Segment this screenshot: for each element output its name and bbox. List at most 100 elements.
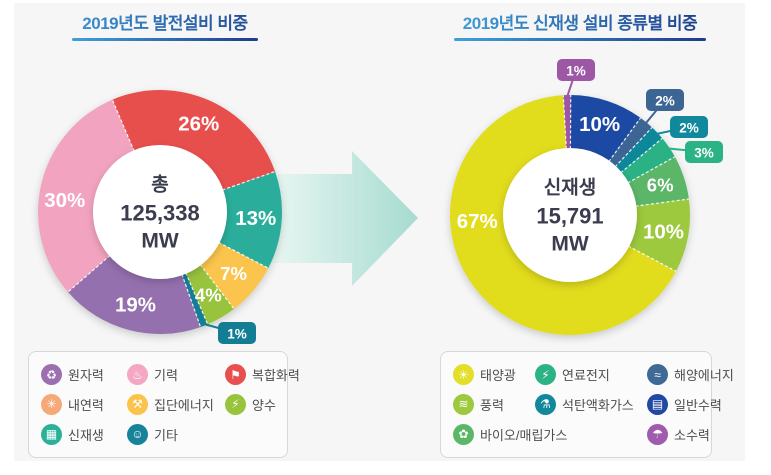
legend-item: ≋ 풍력 [453,393,535,415]
wave-icon: ≈ [647,364,668,386]
pie-slice [67,255,201,334]
center-label: 신재생 [544,177,596,199]
percent-label: 6% [647,175,674,196]
legend-item: ☺ 기타 [127,423,225,445]
pie-slice [615,127,663,173]
atom-icon: ✳ [41,393,62,415]
legend-label: 태양광 [480,368,516,384]
pie-slice [608,117,653,167]
legend-item: ♻ 원자력 [41,364,127,386]
donut-chart [450,95,691,336]
right-chart-title-block: 2019년도 신재생 설비 종류별 비중 [450,9,710,41]
icon-glyph: ▦ [45,427,58,442]
icon-glyph: ⚡ [231,397,240,412]
right-chart-title: 2019년도 신재생 설비 종류별 비중 [450,9,710,34]
callout-percent-label: 1% [566,64,586,79]
pie-slice [563,95,571,150]
percent-label: 7% [220,263,247,284]
legend-label: 해양에너지 [674,368,734,384]
callout-percent-label: 2% [679,121,699,136]
pie-slice [185,264,235,325]
right-chart-legend: ☀ 태양광 ⚡ 연료전지 ≈ 해양에너지 ≋ 풍력 ⚗ 석탄액화가스 ▤ 일반수력 ✿ 바이오/매립가스 ☂… [440,351,734,458]
legend-item: ♨ 기력 [127,364,225,386]
faucet-icon: ☂ [647,423,668,445]
left-chart-title: 2019년도 발전설비 비중 [40,9,290,34]
icon-glyph: ⚡ [541,367,550,382]
icon-glyph: ⚗ [540,397,551,412]
transition-arrow [252,151,418,286]
legend-item: ☀ 태양광 [453,364,535,386]
percent-label: 26% [178,113,219,136]
chimney-flag-icon: ⚑ [225,364,246,386]
legend-item: ≈ 해양에너지 [647,364,734,386]
dam-icon: ▤ [647,393,668,415]
gas-pump-icon: ⚗ [535,393,556,415]
recycle-icon: ♻ [41,364,62,386]
legend-label: 풍력 [480,397,504,413]
icon-glyph: ☂ [652,427,663,442]
pie-slice [627,156,689,207]
legend-label: 내연력 [68,397,104,413]
center-label: 15,791 [536,204,603,229]
callout-percent-label: 3% [694,146,714,161]
percent-label: 4% [195,284,222,305]
icon-glyph: ♨ [132,367,143,382]
percent-label: 30% [44,189,85,212]
legend-label: 기력 [154,368,178,384]
legend-label: 신재생 [68,427,104,443]
legend-item: ⚡ 연료전지 [535,364,647,386]
legend-label: 일반수력 [674,397,722,413]
callout-box [685,141,723,163]
legend-label: 연료전지 [562,368,610,384]
legend-label: 석탄액화가스 [562,397,634,413]
pipe-valve-icon: ⚒ [127,393,148,415]
icon-glyph: ☀ [458,367,469,382]
legend-label: 소수력 [674,427,710,443]
legend-item: ⚒ 집단에너지 [127,393,225,415]
icon-glyph: ⚑ [230,367,241,382]
fuel-cell-icon: ⚡ [535,364,556,386]
pie-slice [620,138,675,183]
icon-glyph: ▤ [651,397,664,412]
title-underline [454,38,706,41]
legend-item: ⚑ 복합화력 [225,364,300,386]
legend-item: ▦ 신재생 [41,423,127,445]
left-chart-title-block: 2019년도 발전설비 비중 [40,9,290,41]
percent-label: 10% [643,220,684,243]
legend-label: 양수 [252,397,276,413]
icon-glyph: ≈ [654,367,661,382]
legend-label: 집단에너지 [154,397,214,413]
center-label: MW [141,230,178,253]
icon-glyph: ≋ [458,397,469,412]
sun-icon: ☀ [453,364,474,386]
icon-glyph: ✳ [46,397,57,412]
callout-box [557,59,595,81]
pie-slice [628,199,691,272]
center-label: 125,338 [120,201,200,226]
pie-slice [450,95,676,336]
legend-label: 원자력 [68,368,104,384]
callout-percent-label: 2% [655,94,675,109]
legend-label: 기타 [154,427,178,443]
flame-icon: ♨ [127,364,148,386]
title-underline [72,38,258,41]
center-label: MW [551,233,588,256]
icon-glyph: ♻ [46,367,57,382]
pie-slice [112,90,276,191]
icon-glyph: ☺ [131,427,144,442]
legend-item: ☂ 소수력 [647,423,734,445]
legend-item: ✿ 바이오/매립가스 [453,423,647,445]
pie-slice [218,171,282,269]
pie-slice [181,272,208,328]
callout-box [218,322,256,344]
legend-item: ▤ 일반수력 [647,393,734,415]
wind-icon: ≋ [453,393,474,415]
legend-label: 복합화력 [252,368,300,384]
left-chart-legend: ♻ 원자력 ♨ 기력 ⚑ 복합화력 ✳ 내연력 ⚒ 집단에너지 ⚡ 양수 ▦ 신재생 ☺ 기타 [28,351,300,458]
legend-item: ⚗ 석탄액화가스 [535,393,647,415]
biogas-icon: ✿ [453,423,474,445]
callout-box [670,116,708,138]
icon-glyph: ✿ [458,427,469,442]
percent-label: 10% [579,113,620,136]
